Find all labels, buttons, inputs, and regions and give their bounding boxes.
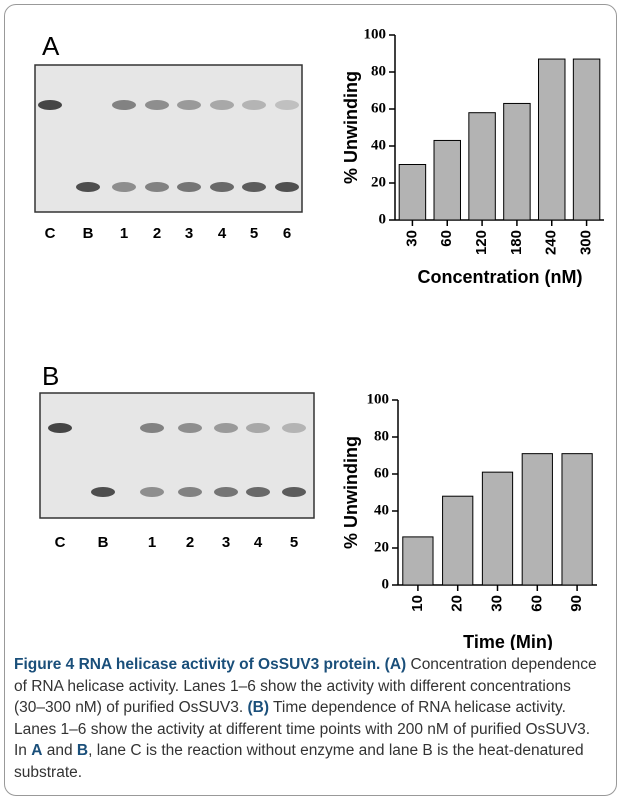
lane-label: B	[98, 534, 109, 551]
lane-label: 3	[185, 225, 193, 242]
x-tick-label: 300	[578, 230, 595, 255]
caption: Figure 4 RNA helicase activity of OsSUV3…	[14, 654, 604, 783]
lane-label: 4	[254, 534, 263, 551]
caption-text: Figure 4 RNA helicase activity of OsSUV3…	[14, 656, 407, 673]
caption-text: Concentration dependence of RNA helicase…	[14, 656, 597, 716]
gel-band	[178, 423, 202, 433]
bar	[398, 164, 427, 221]
y-axis-label: % Unwinding	[341, 436, 361, 549]
lane-label: 1	[120, 225, 128, 242]
bar	[468, 112, 496, 221]
lane-label: 2	[186, 534, 194, 551]
gel	[39, 392, 315, 519]
caption-text: (B)	[247, 699, 270, 716]
gel-band	[140, 487, 164, 497]
lane-label: 3	[222, 534, 230, 551]
lane-label: 1	[148, 534, 156, 551]
y-tick-label: 40	[374, 502, 389, 518]
bar	[402, 536, 434, 586]
y-axis-label: % Unwinding	[341, 71, 361, 184]
caption-text: Time dependence of RNA helicase activity…	[14, 699, 591, 759]
y-tick-label: 80	[374, 428, 389, 444]
lane-label: 5	[250, 225, 258, 242]
gel-band	[282, 487, 306, 497]
gel-band	[177, 100, 201, 110]
y-tick-label: 100	[364, 26, 387, 42]
gel-band	[242, 100, 266, 110]
x-tick-label: 30	[403, 230, 420, 247]
x-tick-label: 180	[508, 230, 525, 255]
lane-label: B	[83, 225, 94, 242]
frame	[4, 4, 617, 796]
gel-band	[246, 423, 270, 433]
x-tick-label: 240	[543, 230, 560, 255]
gel-band	[145, 100, 169, 110]
bar	[521, 453, 553, 586]
gel-band	[275, 100, 299, 110]
bar	[572, 58, 601, 221]
lane-label: 4	[218, 225, 227, 242]
y-tick-label: 20	[371, 174, 386, 190]
gel-band	[214, 487, 238, 497]
gel-band	[246, 487, 270, 497]
gel-band	[38, 100, 62, 110]
gel-band	[214, 423, 238, 433]
caption-text: and	[42, 742, 77, 759]
x-axis-label: Concentration (nM)	[418, 267, 583, 287]
gel-band	[112, 182, 136, 192]
y-tick-label: 40	[371, 137, 386, 153]
gel-band	[275, 182, 299, 192]
bar	[503, 102, 531, 221]
bar	[538, 58, 566, 221]
y-tick-label: 0	[379, 211, 387, 227]
gel-band	[140, 423, 164, 433]
gel-band	[178, 487, 202, 497]
gel-band	[91, 487, 115, 497]
x-tick-label: 20	[449, 595, 466, 612]
y-tick-label: 60	[371, 100, 386, 116]
panel-label: B	[42, 361, 59, 391]
bar	[561, 453, 593, 586]
lane-label: C	[55, 534, 66, 551]
y-tick-label: 80	[371, 63, 386, 79]
gel-band	[145, 182, 169, 192]
gel-band	[282, 423, 306, 433]
x-tick-label: 10	[409, 595, 426, 612]
lane-label: C	[45, 225, 56, 242]
gel-band	[48, 423, 72, 433]
caption-text: B	[76, 742, 89, 759]
x-axis-label: Time (Min)	[463, 632, 553, 650]
gel-band	[177, 182, 201, 192]
panel-label: A	[42, 31, 60, 61]
gel-band	[112, 100, 136, 110]
x-tick-label: 30	[488, 595, 505, 612]
x-tick-label: 60	[528, 595, 545, 612]
y-tick-label: 0	[382, 576, 390, 592]
x-tick-label: 60	[438, 230, 455, 247]
caption-text: , lane C is the reaction without enzyme …	[14, 742, 584, 781]
y-tick-label: 20	[374, 539, 389, 555]
x-tick-label: 90	[568, 595, 585, 612]
gel-band	[242, 182, 266, 192]
y-tick-label: 100	[367, 391, 390, 407]
x-tick-label: 120	[473, 230, 490, 255]
lane-label: 5	[290, 534, 298, 551]
gel-band	[210, 182, 234, 192]
bar	[442, 495, 474, 586]
caption-text: A	[31, 742, 43, 759]
gel-band	[76, 182, 100, 192]
bar	[433, 139, 461, 221]
y-tick-label: 60	[374, 465, 389, 481]
lane-label: 6	[283, 225, 291, 242]
gel-band	[210, 100, 234, 110]
bar	[481, 471, 514, 586]
lane-label: 2	[153, 225, 161, 242]
